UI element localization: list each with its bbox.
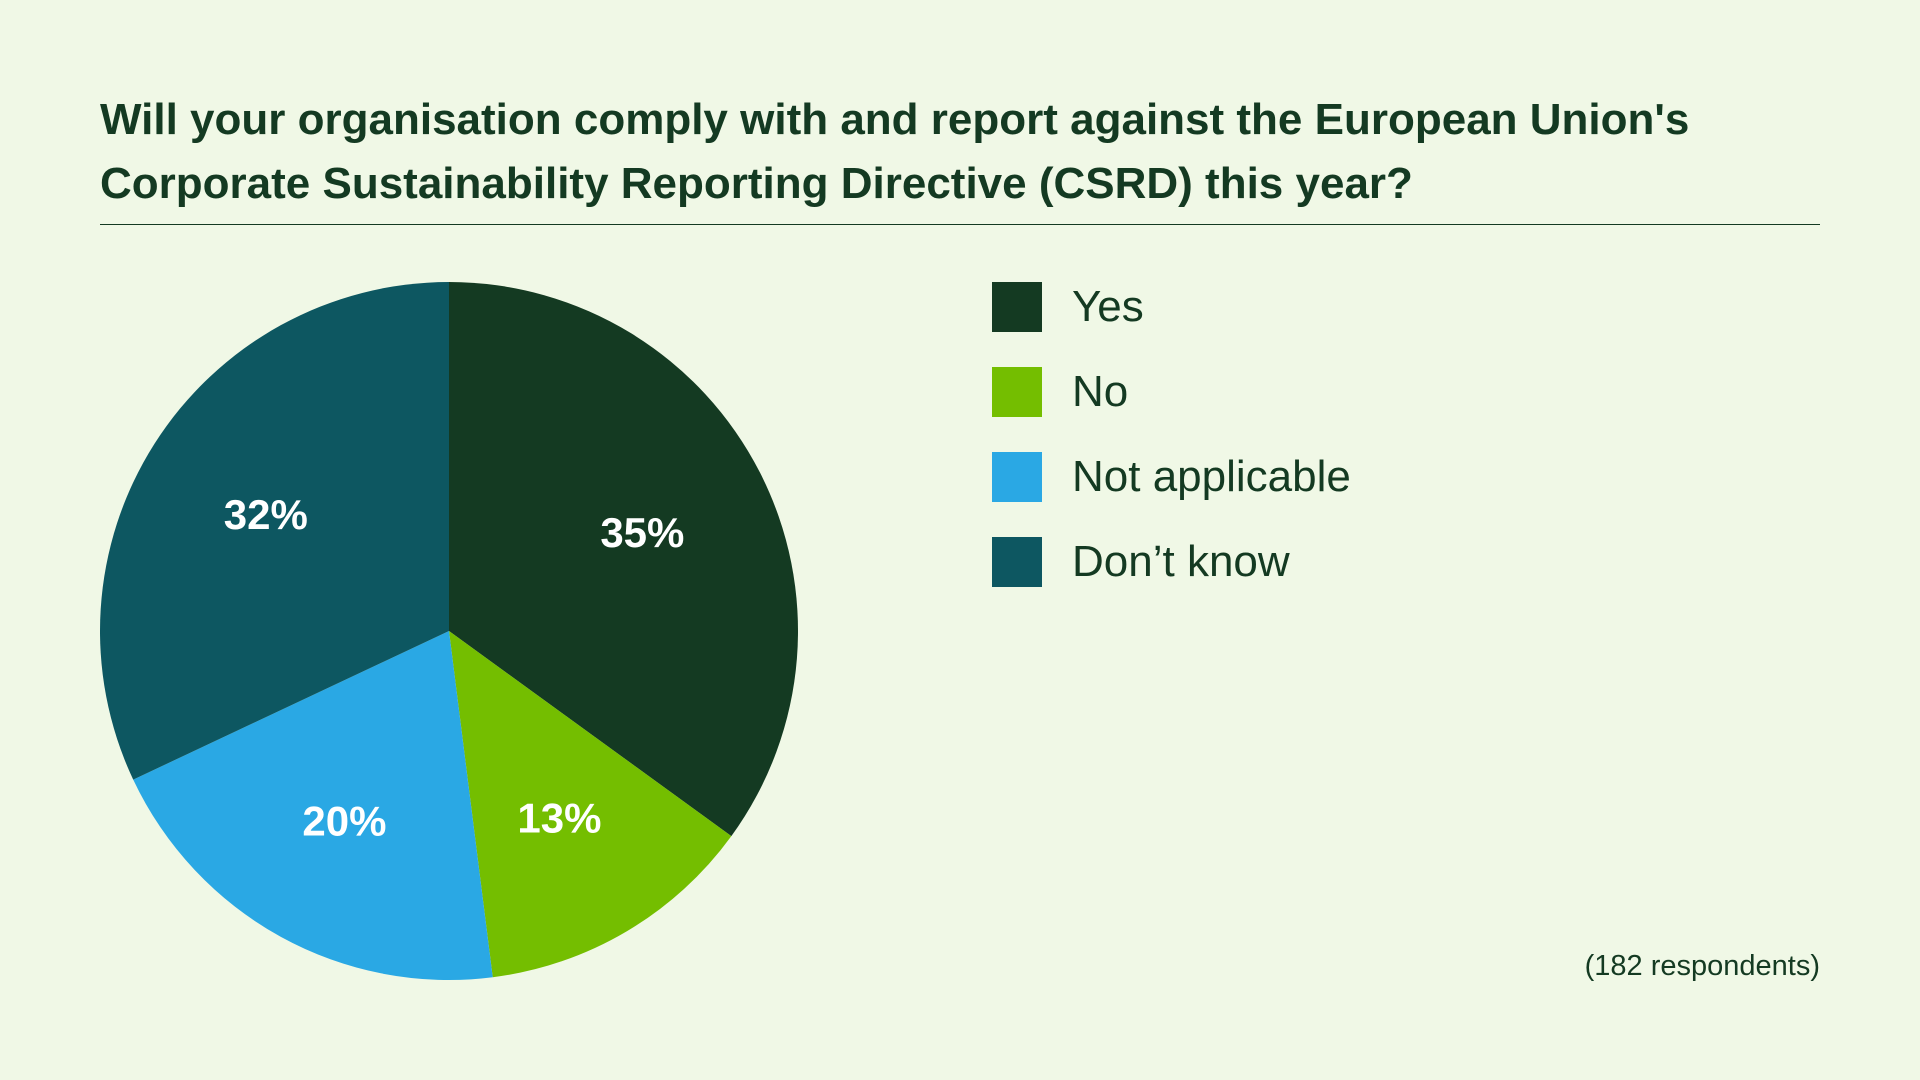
legend-item-no: No: [992, 367, 1351, 417]
pie-label-not-applicable: 20%: [302, 798, 386, 845]
legend-label-yes: Yes: [1072, 282, 1144, 331]
legend-swatch-dont-know: [992, 537, 1042, 587]
pie-label-yes: 35%: [600, 509, 684, 556]
pie-slice-yes: [449, 282, 798, 837]
respondents-note: (182 respondents): [1584, 950, 1820, 982]
legend-item-not-applicable: Not applicable: [992, 452, 1351, 502]
chart-title: Will your organisation comply with and r…: [100, 95, 1690, 208]
pie-labels: 35% 13% 20% 32%: [224, 491, 685, 844]
legend-swatch-not-applicable: [992, 452, 1042, 502]
pie-slice-not-applicable: [133, 631, 493, 981]
legend-swatch-no: [992, 367, 1042, 417]
pie-label-no: 13%: [517, 794, 601, 841]
legend-label-dont-know: Don’t know: [1072, 537, 1290, 586]
legend-item-dont-know: Don’t know: [992, 537, 1351, 587]
pie-slice-dont-know: [99, 282, 450, 780]
legend: Yes No Not applicable Don’t know: [992, 282, 1351, 622]
legend-label-not-applicable: Not applicable: [1072, 452, 1351, 501]
pie-slice-no: [449, 631, 732, 978]
pie-label-dont-know: 32%: [224, 491, 308, 538]
legend-swatch-yes: [992, 282, 1042, 332]
title-divider: [100, 224, 1820, 225]
pie-slices: [99, 282, 798, 981]
legend-label-no: No: [1072, 367, 1129, 416]
legend-item-yes: Yes: [992, 282, 1351, 332]
